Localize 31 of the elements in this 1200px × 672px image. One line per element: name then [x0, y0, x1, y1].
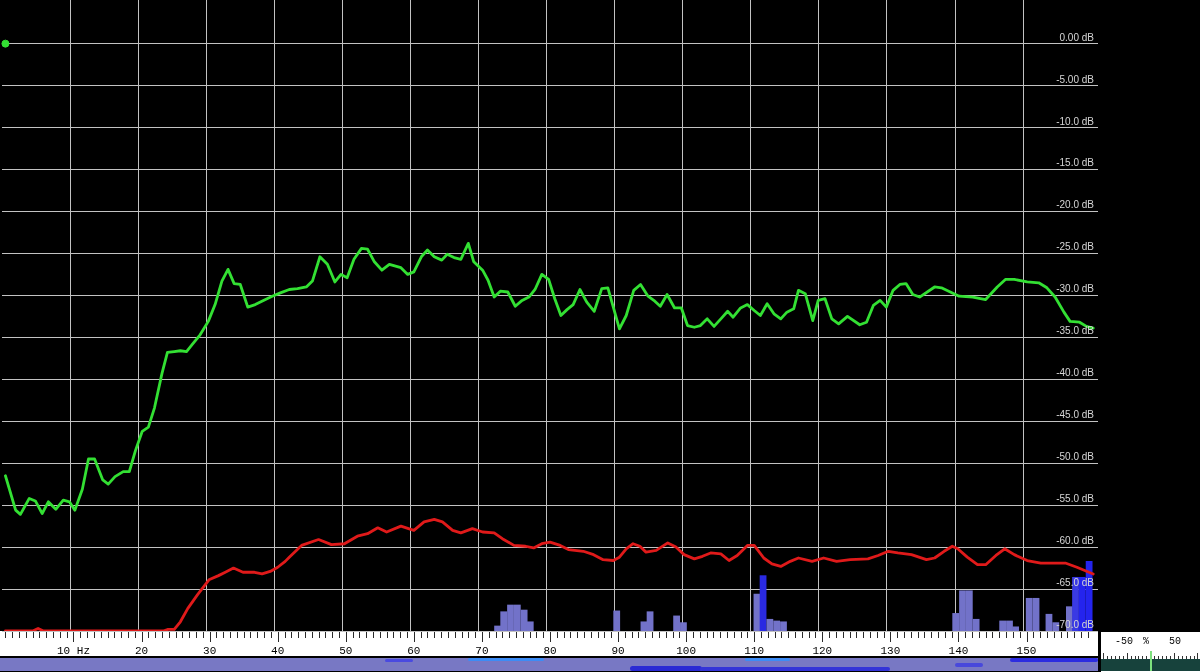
text: -50	[1114, 636, 1134, 647]
y-tick-label: -15.0 dB	[1056, 157, 1095, 169]
x-tick-label: 80	[543, 644, 557, 657]
x-tick-label: 110	[744, 644, 765, 657]
y-tick-label: -25.0 dB	[1056, 241, 1095, 253]
text: %	[1142, 636, 1150, 647]
x-tick-label: 100	[676, 644, 697, 657]
y-tick-label: 0.00 dB	[1059, 31, 1095, 43]
y-tick-label: -45.0 dB	[1056, 409, 1095, 421]
x-tick-label: 130	[880, 644, 901, 657]
y-tick-label: -35.0 dB	[1056, 325, 1095, 337]
x-tick-label: 10 Hz	[56, 644, 90, 657]
y-tick-label: -60.0 dB	[1056, 535, 1095, 547]
x-tick-label: 120	[812, 644, 833, 657]
x-tick-label: 140	[948, 644, 969, 657]
y-tick-label: -40.0 dB	[1056, 367, 1095, 379]
x-tick-label: 30	[203, 644, 217, 657]
x-tick-label: 50	[339, 644, 353, 657]
text: 50	[1168, 636, 1182, 647]
y-tick-label: -30.0 dB	[1056, 283, 1095, 295]
y-tick-label: -5.00 dB	[1056, 73, 1095, 85]
y-tick-label: -20.0 dB	[1056, 199, 1095, 211]
x-tick-label: 90	[611, 644, 625, 657]
x-tick-label: 60	[407, 644, 421, 657]
y-tick-label: -55.0 dB	[1056, 493, 1095, 505]
y-tick-label: -50.0 dB	[1056, 451, 1095, 463]
x-tick-label: 20	[134, 644, 149, 657]
y-tick-label: -10.0 dB	[1056, 115, 1095, 127]
x-tick-label: 40	[271, 644, 285, 657]
x-tick-label: 150	[1016, 644, 1037, 657]
x-tick-label: 70	[475, 644, 489, 657]
